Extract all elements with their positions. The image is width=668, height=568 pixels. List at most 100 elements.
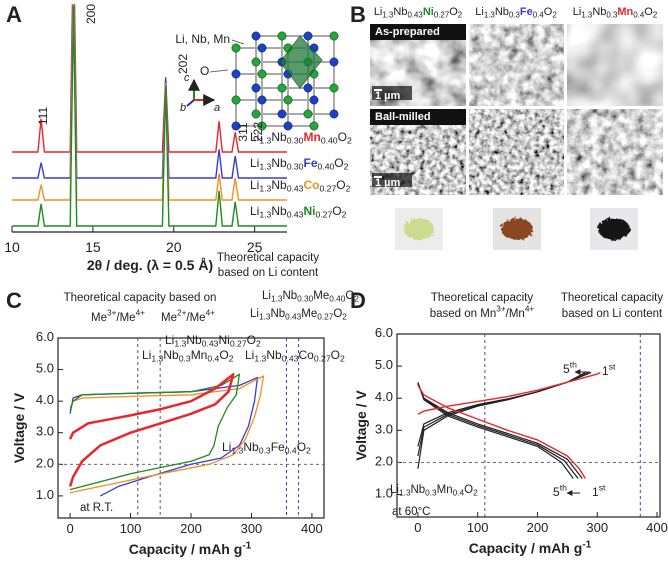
y-tick-label: 1.0 [375,486,393,501]
crystal-structure [231,31,339,131]
atom [251,31,261,41]
powder-photo [404,218,434,240]
row-label: As-prepared [375,26,440,38]
series-label: 5th [563,360,577,376]
xrd-pattern [12,5,287,227]
powder-photo [501,218,533,240]
series-label: Li1.3Nb0.43Co0.27O2 [245,348,345,364]
x-tick-label: 400 [646,520,668,535]
atom [309,121,319,131]
plot-frame [57,337,325,519]
atom [257,43,267,53]
x-tick-label: 200 [180,521,202,536]
panel-label: B [350,2,366,27]
sem-image [567,24,663,106]
voltage-curve [417,371,589,479]
voltage-curve [69,373,241,491]
atom [257,69,267,79]
legend-label: Li1.3Nb0.30Mn0.40O2 [250,130,352,146]
x-axis-title: Capacity / mAh g-1 [129,540,252,557]
y-tick-label: 4.0 [375,390,393,405]
legend-label: Li1.3Nb0.43Ni0.27O2 [250,204,347,220]
annotation: at 60°C [392,506,430,518]
atom [231,69,241,79]
annotation: Li1.3Nb0.3Mn0.4O2 [390,484,478,498]
y-axis-title: Voltage / V [11,392,27,463]
y-tick-label: 3.0 [375,422,393,437]
x-tick-label: 15 [85,239,101,255]
axis-arrow [186,99,195,107]
scale-label: 1 µm [375,177,401,189]
atom [277,83,287,93]
peak-label: 111 [36,107,50,126]
y-tick-label: 3.0 [36,424,54,439]
plots: 10 15 20 25 2θ / deg. (λ = 0.5 Å) Li1.3Nb0.30… [4,4,668,557]
annotation: Li1.3Nb0.30Me0.40O2 [262,290,359,304]
annotation: Me2+/Me4+ [161,309,215,324]
axis-letter: c [184,72,190,84]
annotation: Theoretical capacity [217,252,320,264]
x-tick-label: 300 [586,520,608,535]
peak-label: 311 [236,122,250,141]
annotation: Theoretical capacity [431,292,534,304]
row-label: Ball-milled [375,111,431,123]
voltage-curve [69,375,265,494]
y-tick-label: 6.0 [375,325,393,340]
legend-label: Li1.3Nb0.43Co0.27O2 [250,178,351,194]
atom [303,109,313,119]
annotation: based on Li content [562,308,663,320]
atom [329,57,339,67]
y-tick-label: 6.0 [36,329,54,344]
pattern-group [12,4,287,227]
series-label: Li1.3Nb0.43Ni0.27O2 [165,333,261,349]
annotation: based on Li content [218,267,319,279]
atom [257,95,267,105]
atom [329,109,339,119]
peak-label: 222 [251,122,265,142]
x-axis-title: Capacity / mAh g-1 [469,539,592,556]
label-band [370,109,466,125]
annotation: at R.T. [80,502,113,514]
atom [277,31,287,41]
series-label: 1st [602,362,616,378]
sem-images [370,24,663,195]
x-tick-label: 25 [247,239,263,255]
powder-photos [395,208,638,250]
x-tick-label: 100 [120,521,142,536]
annotation: Theoretical capacity based on [64,292,217,304]
x-tick-label: 200 [527,520,549,535]
x-tick-label: 100 [467,520,489,535]
column-header: Li1.3Nb0.43Ni0.27O2 [374,6,462,20]
sem-image [567,109,663,195]
y-tick-label: 2.0 [36,456,54,471]
structure-label: O [200,64,209,78]
x-tick-label: 300 [241,521,263,536]
panel-label: D [350,288,366,313]
atom [303,31,313,41]
panel-label: A [6,2,22,27]
atom [231,121,241,131]
axis-letter: a [214,102,220,114]
y-tick-label: 2.0 [375,454,393,469]
xrd-pattern [12,4,287,179]
series-label: Li1.3Nb0.3Mn0.4O2 [142,348,234,364]
xrd-pattern [12,4,287,153]
x-tick-label: 0 [66,521,73,536]
annotation: Li1.3Nb0.43Me0.27O2 [250,308,347,322]
y-tick-label: 5.0 [375,358,393,373]
annotation: Me3+/Me4+ [91,309,145,324]
atom [329,83,339,93]
atom [257,121,267,131]
series-label: Li1.3Nb0.3Fe0.4O2 [222,440,311,456]
voltage-curve [68,373,235,487]
series-group [417,371,601,479]
annotation: based on Mn3+/Mn4+ [430,305,535,320]
series-label: 5th [553,483,567,499]
atom [251,57,261,67]
scale-label: 1 µm [375,90,401,102]
atom [303,83,313,93]
y-axis-title: Voltage / V [353,390,369,461]
leader-line [209,69,229,73]
xrd-pattern [12,4,287,201]
